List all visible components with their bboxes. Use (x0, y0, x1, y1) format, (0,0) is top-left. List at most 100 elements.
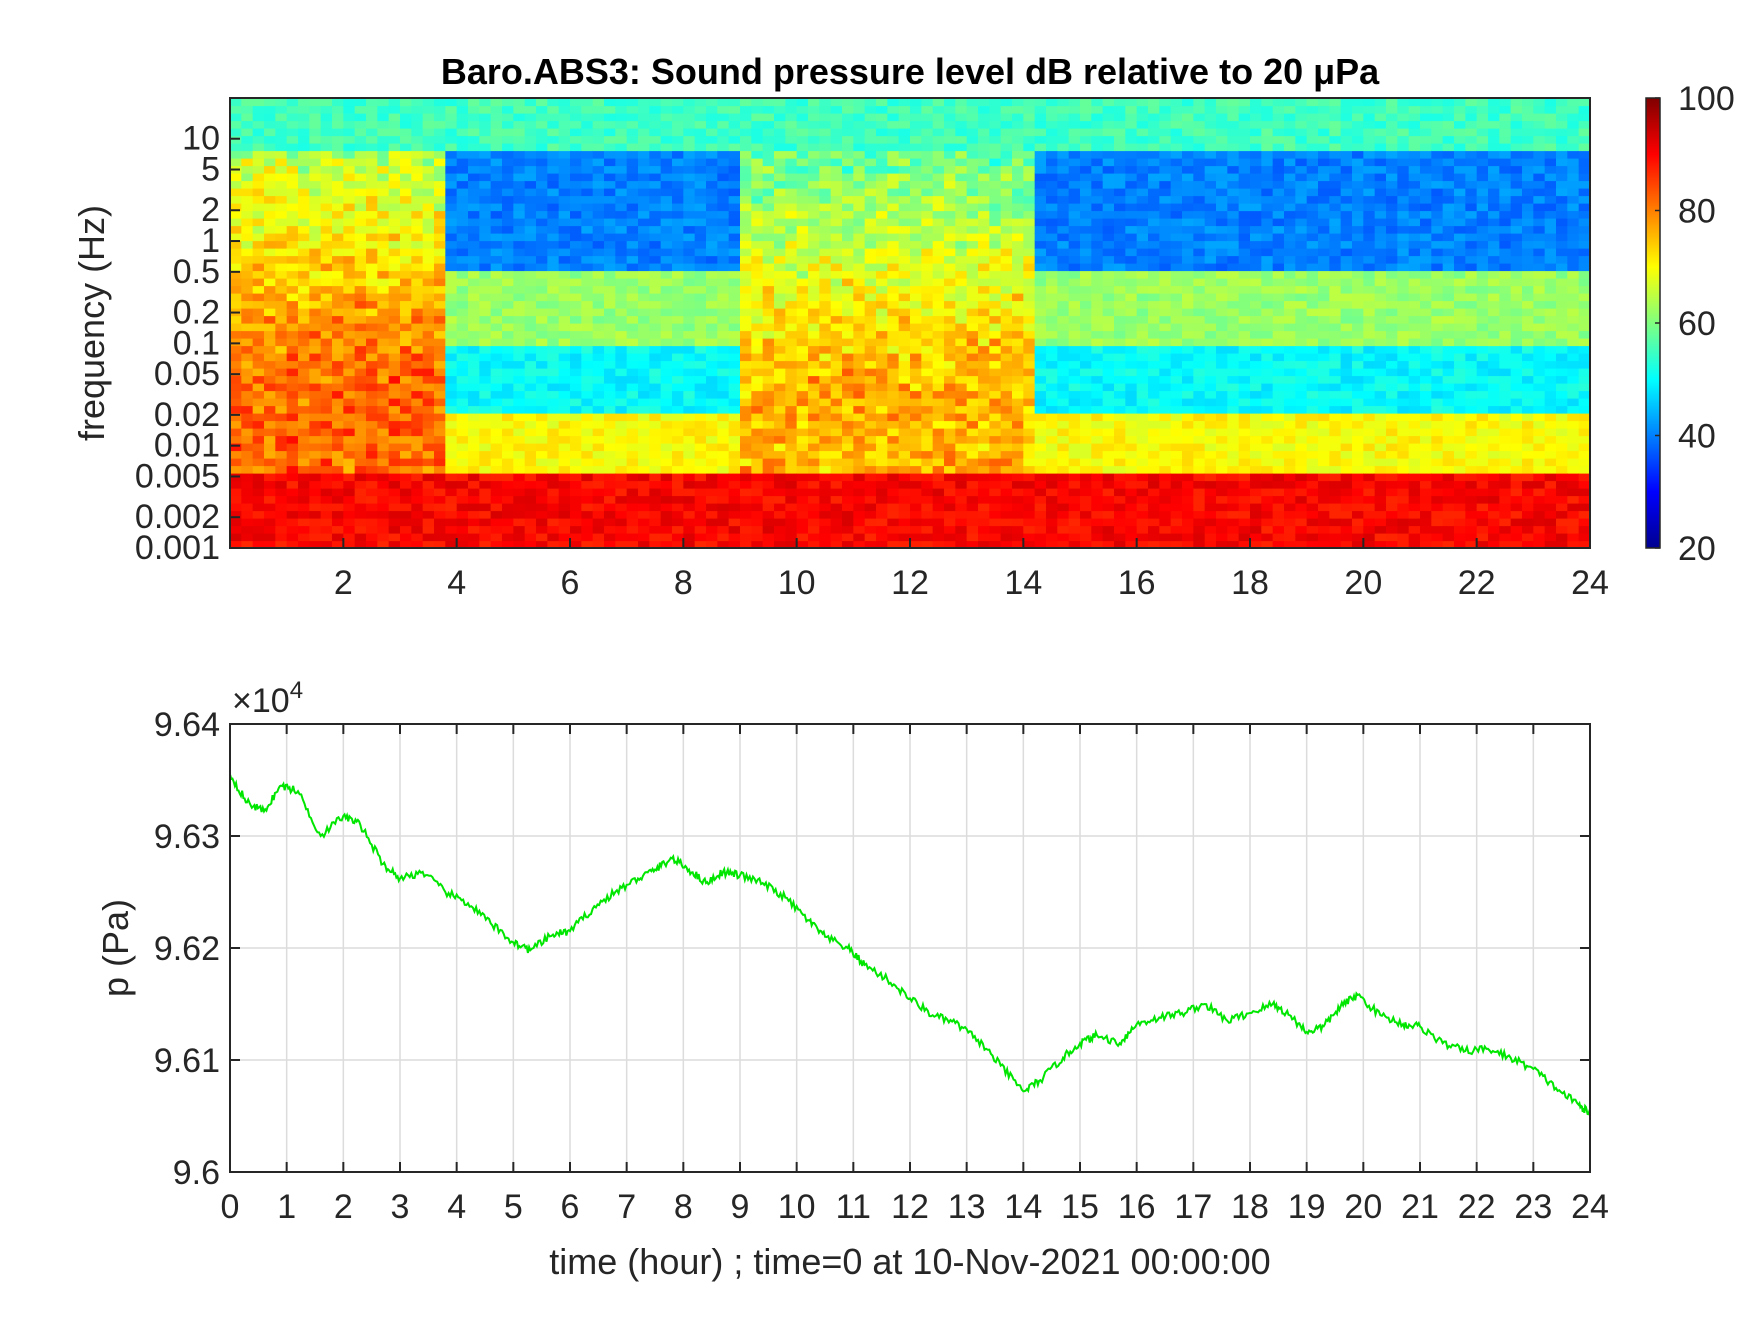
spectrogram-cell (513, 338, 526, 347)
spectrogram-cell (343, 128, 356, 137)
spectrogram-cell (932, 255, 945, 264)
spectrogram-cell (819, 210, 832, 219)
spectrogram-cell (921, 188, 934, 197)
spectrogram-cell (706, 323, 718, 332)
spectrogram-cell (830, 375, 843, 384)
spectrogram-cell (921, 383, 934, 392)
spectrogram-cell (762, 150, 775, 159)
spectrogram-cell (400, 533, 412, 542)
spectrogram-cell (1046, 105, 1058, 114)
spectrogram-cell (1136, 323, 1149, 332)
spectrogram-cell (332, 360, 344, 369)
spectrogram-cell (252, 293, 265, 302)
spectrogram-cell (1068, 285, 1081, 294)
spectrogram-cell (1125, 533, 1138, 542)
spectrogram-cell (434, 435, 446, 444)
spectrogram-cell (910, 510, 922, 519)
spectrogram-cell (547, 540, 560, 549)
spectrogram-cell (275, 443, 288, 452)
spectrogram-cell (388, 180, 401, 189)
spectrogram-cell (830, 315, 843, 324)
spectrogram-cell (842, 135, 854, 144)
spectrogram-cell (830, 390, 843, 399)
spectrogram-cell (309, 375, 322, 384)
spectrogram-cell (955, 263, 968, 272)
spectrogram-cell (377, 143, 390, 152)
spectrogram-cell (740, 270, 752, 279)
spectrogram-cell (830, 458, 843, 467)
spectrogram-cell (513, 450, 526, 459)
spectrogram-cell (456, 540, 469, 549)
spectrogram-cell (785, 435, 798, 444)
spectrogram-cell (944, 360, 956, 369)
spectrogram-cell (751, 330, 764, 339)
spectrogram-cell (354, 338, 367, 347)
spectrogram-cell (366, 480, 378, 489)
spectrogram-cell (955, 480, 968, 489)
spectrogram-cell (1046, 510, 1058, 519)
spectrogram-cell (547, 330, 560, 339)
spectrogram-cell (978, 428, 990, 437)
spectrogram-cell (490, 540, 503, 549)
spectrogram-cell (547, 120, 560, 129)
spectrogram-cell (502, 428, 514, 437)
spectrogram-cell (332, 285, 344, 294)
spectrogram-cell (830, 383, 843, 392)
spectrogram-cell (1000, 495, 1013, 504)
spectrogram-cell (366, 158, 378, 167)
spectrogram-cell (1012, 278, 1024, 287)
spectrogram-cell (1136, 510, 1149, 519)
spectrogram-cell (1034, 465, 1047, 474)
spectrogram-cell (1057, 338, 1070, 347)
spectrogram-cell (910, 443, 922, 452)
spectrogram-cell (1136, 225, 1149, 234)
spectrogram-cell (1148, 360, 1160, 369)
spectrogram-cell (842, 533, 854, 542)
spectrogram-cell (694, 285, 707, 294)
spectrogram-cell (932, 218, 945, 227)
spectrogram-cell (411, 495, 424, 504)
spectrogram-cell (400, 345, 412, 354)
spectrogram-cell (740, 285, 752, 294)
spectrogram-cell (581, 428, 594, 437)
spectrogram-cell (717, 503, 730, 512)
spectrogram-cell (853, 150, 866, 159)
spectrogram-cell (570, 300, 582, 309)
spectrogram-cell (694, 225, 707, 234)
spectrogram-cell (672, 315, 684, 324)
spectrogram-cell (230, 158, 242, 167)
spectrogram-cell (502, 368, 514, 377)
spectrogram-cell (1012, 315, 1024, 324)
spectrogram-cell (932, 510, 945, 519)
spectrogram-cell (740, 143, 752, 152)
spectrogram-cell (785, 98, 798, 107)
spectrogram-cell (672, 120, 684, 129)
spectrogram-cell (978, 443, 990, 452)
spectrogram-cell (638, 330, 650, 339)
spectrogram-cell (978, 488, 990, 497)
spectrogram-cell (626, 113, 639, 122)
spectrogram-cell (785, 165, 798, 174)
spectrogram-cell (819, 165, 832, 174)
spectrogram-cell (683, 120, 696, 129)
spectrogram-cell (1159, 420, 1172, 429)
spectrogram-cell (558, 435, 571, 444)
spectrogram-cell (830, 368, 843, 377)
spectrogram-cell (252, 465, 265, 474)
spectrogram-cell (1102, 113, 1115, 122)
spectrogram-cell (422, 465, 435, 474)
spectrogram-cell (966, 450, 979, 459)
spectrogram-cell (456, 293, 469, 302)
spectrogram-cell (751, 450, 764, 459)
spectrogram-cell (740, 510, 752, 519)
spectrogram-cell (638, 503, 650, 512)
spectrogram-cell (842, 510, 854, 519)
spectrogram-cell (706, 300, 718, 309)
spectrogram-cell (490, 323, 503, 332)
spectrogram-cell (864, 195, 877, 204)
spectrogram-cell (898, 120, 911, 129)
spectrogram-cell (683, 405, 696, 414)
spectrogram-cell (354, 113, 367, 122)
spectrogram-cell (1057, 278, 1070, 287)
spectrogram-cell (1068, 203, 1081, 212)
